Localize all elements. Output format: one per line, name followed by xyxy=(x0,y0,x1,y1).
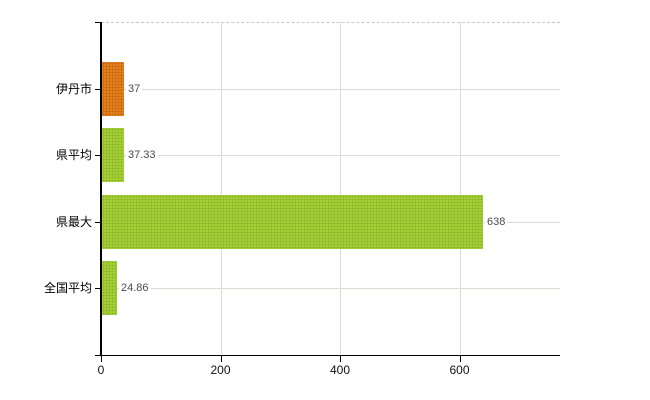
x-tick-label: 0 xyxy=(97,363,105,377)
x-axis-line xyxy=(95,355,560,356)
gridline-vertical xyxy=(340,22,341,355)
category-label: 伊丹市 xyxy=(55,82,92,96)
axis-tick xyxy=(95,155,101,157)
gridline-vertical xyxy=(220,22,222,355)
bar xyxy=(102,260,117,315)
value-label: 37.33 xyxy=(126,148,158,163)
bar xyxy=(102,194,483,249)
value-label: 638 xyxy=(485,214,508,229)
axis-tick xyxy=(101,356,102,362)
axis-tick xyxy=(95,22,101,23)
bar xyxy=(102,62,124,116)
gridline-horizontal xyxy=(102,89,560,90)
gridline-horizontal xyxy=(102,287,560,289)
plot-top-border xyxy=(101,22,560,23)
axis-tick xyxy=(95,89,101,90)
category-label: 県最大 xyxy=(55,214,92,229)
category-label: 県平均 xyxy=(55,148,92,163)
gridline-horizontal xyxy=(102,155,560,157)
x-tick-label: 600 xyxy=(449,363,470,377)
y-axis-line xyxy=(100,22,102,355)
axis-tick xyxy=(95,287,101,289)
gridline-vertical xyxy=(459,22,461,355)
axis-tick xyxy=(459,356,461,362)
value-label: 37 xyxy=(126,82,143,96)
axis-tick xyxy=(220,356,222,362)
x-tick-label: 200 xyxy=(210,363,231,377)
axis-tick xyxy=(95,221,101,223)
value-label: 24.86 xyxy=(119,280,151,295)
category-label: 全国平均 xyxy=(43,280,92,295)
axis-tick xyxy=(340,356,341,362)
x-tick-label: 400 xyxy=(329,363,351,377)
bar xyxy=(102,128,124,183)
